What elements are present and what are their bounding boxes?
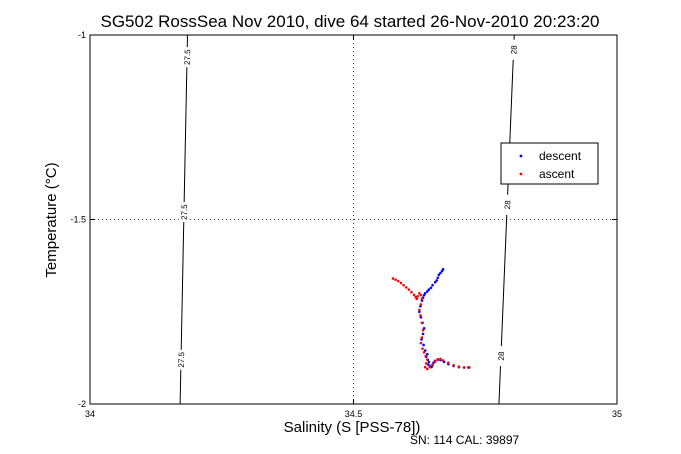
ascent-point xyxy=(462,366,466,369)
ascent-point xyxy=(421,328,425,332)
contour-label-background xyxy=(175,349,187,370)
ascent-point xyxy=(404,286,408,289)
ascent-point xyxy=(399,281,403,285)
ascent-point xyxy=(421,347,424,350)
contour-label-background xyxy=(495,345,507,367)
ascent-point xyxy=(419,341,423,345)
ascent-point xyxy=(419,293,423,297)
ascent-point xyxy=(418,292,421,295)
data-points xyxy=(391,268,471,371)
descent-point xyxy=(439,271,442,275)
ascent-point xyxy=(433,360,437,363)
ascent-point xyxy=(424,362,428,365)
legend-label-descent: descent xyxy=(539,149,582,163)
ascent-point xyxy=(391,277,395,280)
y-axis-label: Temperature (°C) xyxy=(43,162,60,277)
ascent-point xyxy=(416,294,420,298)
descent-point xyxy=(437,273,441,277)
descent-point xyxy=(440,269,444,273)
ascent-point xyxy=(418,308,421,312)
contour-label-27.5: 27.5 xyxy=(180,204,189,220)
ascent-point xyxy=(452,363,455,367)
density-contour-28 xyxy=(498,34,515,405)
legend-marker-descent xyxy=(519,154,523,158)
descent-point xyxy=(427,360,431,364)
ascent-point xyxy=(407,288,411,291)
descent-point xyxy=(436,276,440,280)
ascent-point xyxy=(425,358,429,362)
ascent-point xyxy=(419,303,423,306)
contour-label-background xyxy=(508,39,520,60)
ascent-point xyxy=(431,363,434,366)
legend-box xyxy=(500,142,599,185)
contour-label-28: 28 xyxy=(503,200,512,210)
ascent-point xyxy=(396,279,400,283)
legend-label-ascent: ascent xyxy=(539,167,575,181)
ascent-point xyxy=(457,365,461,369)
ascent-point xyxy=(420,321,424,325)
descent-point xyxy=(425,290,429,293)
ascent-point xyxy=(436,358,440,362)
descent-point xyxy=(427,363,430,366)
contour-label-27.5: 27.5 xyxy=(177,351,186,367)
descent-point xyxy=(420,299,424,302)
ascent-point xyxy=(423,365,427,369)
contour-label-background xyxy=(181,47,193,68)
ascent-point xyxy=(419,314,422,317)
contour-label-background xyxy=(178,202,190,223)
contour-label-28: 28 xyxy=(497,351,506,361)
contour-label-background xyxy=(501,194,513,215)
descent-point xyxy=(422,343,425,347)
chart-title: SG502 RossSea Nov 2010, dive 64 started … xyxy=(101,12,600,31)
ascent-point xyxy=(420,297,424,301)
legend: descent ascent xyxy=(500,142,599,185)
ascent-point xyxy=(428,365,432,369)
grid-lines xyxy=(90,35,617,404)
ascent-point xyxy=(394,278,397,281)
contour-label-28: 28 xyxy=(509,45,518,55)
ascent-point xyxy=(412,293,416,297)
ascent-point xyxy=(441,359,445,362)
series-ascent xyxy=(391,277,471,371)
ascent-point xyxy=(447,361,450,364)
descent-point xyxy=(435,279,439,282)
plot-frame xyxy=(89,34,618,405)
y-tick-label: -2 xyxy=(78,399,86,409)
ascent-point xyxy=(402,283,405,287)
ascent-point xyxy=(422,351,426,354)
descent-point xyxy=(427,288,431,291)
serial-calibration-note: SN: 114 CAL: 39897 xyxy=(410,433,520,447)
ascent-point xyxy=(424,354,427,358)
descent-point xyxy=(425,352,429,356)
y-tick-label: -1 xyxy=(78,30,86,40)
legend-marker-ascent xyxy=(519,172,523,176)
ascent-point xyxy=(425,367,429,371)
ascent-point xyxy=(410,290,413,294)
density-contours: 27.5 27.5 27.5 28 28 28 xyxy=(175,34,520,405)
ascent-point xyxy=(468,366,471,369)
descent-point xyxy=(422,293,426,297)
contour-label-27.5: 27.5 xyxy=(183,49,192,65)
ascent-point xyxy=(415,297,419,301)
x-tick-label: 34 xyxy=(85,409,95,419)
ascent-point xyxy=(420,336,424,339)
x-tick-label: 35 xyxy=(612,409,622,419)
legend-item-ascent: ascent xyxy=(519,167,575,181)
descent-point xyxy=(418,310,421,314)
descent-point xyxy=(421,332,425,336)
ascent-point xyxy=(439,357,442,361)
x-axis-label: Salinity (S [PSS-78]) xyxy=(284,419,421,436)
x-tick-label: 34.5 xyxy=(345,409,363,419)
descent-point xyxy=(431,283,434,287)
y-tick-label: -1.5 xyxy=(70,215,86,225)
legend-item-descent: descent xyxy=(519,149,582,163)
descent-point xyxy=(429,286,433,290)
descent-point xyxy=(433,280,437,284)
